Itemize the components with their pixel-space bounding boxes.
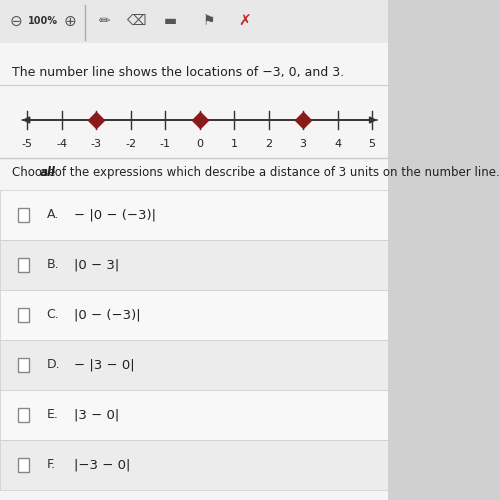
Text: 100%: 100% <box>28 16 58 26</box>
Text: |3 − 0|: |3 − 0| <box>74 408 119 422</box>
FancyBboxPatch shape <box>0 290 388 340</box>
Text: E.: E. <box>46 408 58 422</box>
Text: ⌫: ⌫ <box>126 14 146 28</box>
Text: 3: 3 <box>300 139 306 149</box>
FancyBboxPatch shape <box>0 440 388 490</box>
Text: ✏: ✏ <box>99 14 110 28</box>
Text: -5: -5 <box>22 139 32 149</box>
FancyBboxPatch shape <box>0 340 388 390</box>
FancyBboxPatch shape <box>18 308 29 322</box>
Text: F.: F. <box>46 458 56 471</box>
Text: 4: 4 <box>334 139 341 149</box>
Text: |0 − (−3)|: |0 − (−3)| <box>74 308 140 322</box>
Text: D.: D. <box>46 358 60 372</box>
Text: ✗: ✗ <box>238 14 250 28</box>
Text: − |3 − 0|: − |3 − 0| <box>74 358 134 372</box>
Text: Choose: Choose <box>12 166 59 179</box>
Text: B.: B. <box>46 258 59 272</box>
FancyBboxPatch shape <box>0 42 388 500</box>
Text: 5: 5 <box>368 139 376 149</box>
Text: ⚑: ⚑ <box>203 14 215 28</box>
Text: |0 − 3|: |0 − 3| <box>74 258 119 272</box>
FancyBboxPatch shape <box>18 358 29 372</box>
FancyBboxPatch shape <box>18 258 29 272</box>
FancyBboxPatch shape <box>0 0 388 42</box>
Text: A.: A. <box>46 208 59 222</box>
Text: − |0 − (−3)|: − |0 − (−3)| <box>74 208 156 222</box>
Text: -3: -3 <box>90 139 102 149</box>
Text: -1: -1 <box>160 139 170 149</box>
Text: ▬: ▬ <box>164 14 177 28</box>
Text: all: all <box>40 166 56 179</box>
Text: ⊕: ⊕ <box>64 14 76 28</box>
Text: ⊖: ⊖ <box>9 14 22 28</box>
FancyBboxPatch shape <box>0 390 388 440</box>
Text: of the expressions which describe a distance of 3 units on the number line.: of the expressions which describe a dist… <box>51 166 500 179</box>
Text: C.: C. <box>46 308 60 322</box>
Text: -2: -2 <box>125 139 136 149</box>
FancyBboxPatch shape <box>0 240 388 290</box>
FancyBboxPatch shape <box>18 208 29 222</box>
FancyBboxPatch shape <box>0 190 388 240</box>
Text: 1: 1 <box>230 139 237 149</box>
FancyBboxPatch shape <box>18 408 29 422</box>
Text: 0: 0 <box>196 139 203 149</box>
Text: |−3 − 0|: |−3 − 0| <box>74 458 130 471</box>
Text: The number line shows the locations of −3, 0, and 3.: The number line shows the locations of −… <box>12 66 344 79</box>
FancyBboxPatch shape <box>18 458 29 472</box>
Text: -4: -4 <box>56 139 67 149</box>
Text: 2: 2 <box>265 139 272 149</box>
